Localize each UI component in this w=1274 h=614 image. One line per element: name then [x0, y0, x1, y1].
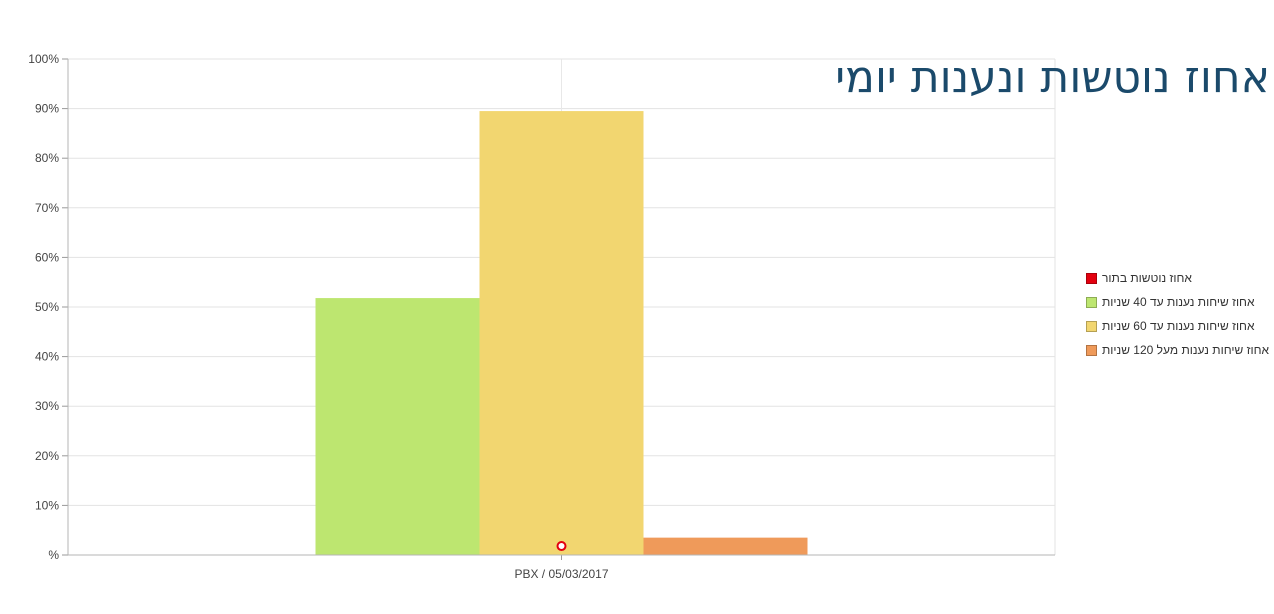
chart-legend: אחוז נוטשות בתור אחוז שיחות נענות עד 40 ש… [1086, 266, 1269, 362]
legend-item[interactable]: אחוז שיחות נענות עד 60 שניות [1086, 314, 1269, 338]
legend-swatch [1086, 272, 1097, 284]
y-tick-label: 30% [35, 399, 59, 413]
y-tick-label: 20% [35, 449, 59, 463]
bar [643, 537, 808, 555]
chart-title: אחוז נוטשות ונענות יומי [835, 52, 1270, 103]
y-tick-label: 50% [35, 300, 59, 314]
legend-label: אחוז שיחות נענות עד 60 שניות [1102, 319, 1255, 333]
bar [315, 298, 480, 555]
bars [315, 111, 808, 555]
y-tick-label: 100% [28, 52, 59, 66]
y-tick-label: 60% [35, 250, 59, 264]
legend-item[interactable]: אחוז נוטשות בתור [1086, 266, 1269, 290]
legend-label: אחוז שיחות נענות מעל 120 שניות [1102, 343, 1269, 357]
legend-label: אחוז שיחות נענות עד 40 שניות [1102, 295, 1255, 309]
legend-item[interactable]: אחוז שיחות נענות מעל 120 שניות [1086, 338, 1269, 362]
x-tick-label: PBX / 05/03/2017 [514, 567, 608, 581]
y-tick-label: 90% [35, 102, 59, 116]
y-tick-label: % [48, 548, 59, 562]
axes: % 10% 20% 30% 40% 50% 60% 70% 80% 90% 100% PBX / 05… [28, 52, 1055, 581]
legend-label: אחוז נוטשות בתור [1102, 271, 1192, 285]
legend-swatch [1086, 344, 1097, 356]
data-point-marker [556, 541, 567, 552]
legend-swatch [1086, 296, 1097, 308]
y-tick-label: 10% [35, 498, 59, 512]
legend-item[interactable]: אחוז שיחות נענות עד 40 שניות [1086, 290, 1269, 314]
y-tick-label: 70% [35, 201, 59, 215]
legend-swatch [1086, 320, 1097, 332]
y-tick-label: 40% [35, 350, 59, 364]
bar [479, 111, 644, 555]
y-tick-label: 80% [35, 151, 59, 165]
